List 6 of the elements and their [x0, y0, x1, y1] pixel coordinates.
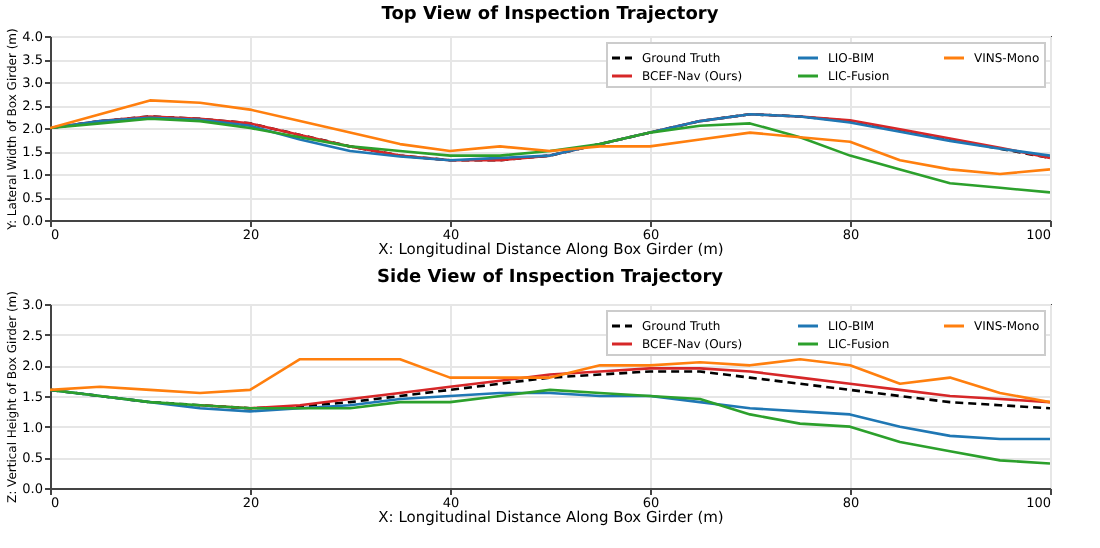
line-series	[50, 357, 1050, 404]
chart-title: Side View of Inspection Trajectory	[376, 268, 724, 289]
line-series	[50, 117, 1050, 194]
chart-title: Top View of Inspection Trajectory	[381, 5, 719, 26]
line-series	[50, 99, 1050, 176]
line-series	[50, 388, 1050, 465]
